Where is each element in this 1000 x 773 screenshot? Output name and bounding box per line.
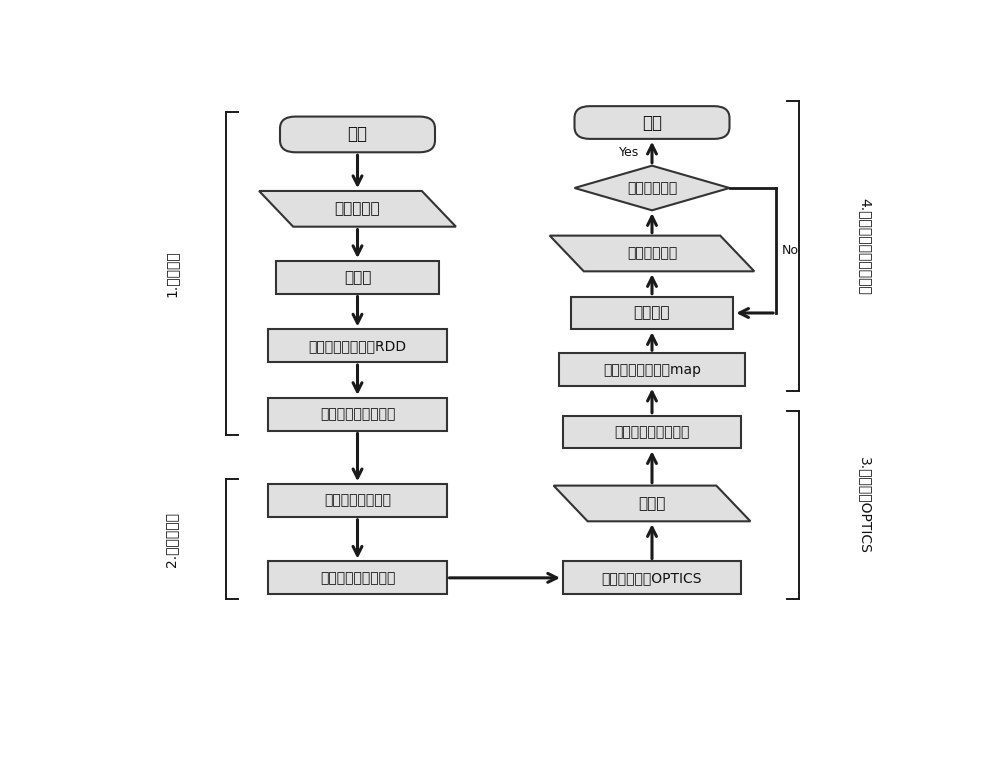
FancyBboxPatch shape [268,484,447,517]
FancyBboxPatch shape [559,353,745,386]
FancyBboxPatch shape [571,297,733,329]
Polygon shape [554,485,750,521]
Text: 2.计算邻居数: 2.计算邻居数 [164,512,178,567]
Text: 3.并行执行OPTICS: 3.并行执行OPTICS [858,457,872,553]
FancyBboxPatch shape [276,261,439,294]
Text: Yes: Yes [619,146,639,158]
Text: 创建分布式数据集RDD: 创建分布式数据集RDD [308,339,407,352]
FancyBboxPatch shape [268,329,447,362]
Text: 将分区内部标出簇号: 将分区内部标出簇号 [614,425,690,439]
FancyBboxPatch shape [280,117,435,152]
Text: 4.合并分区得到聚类结果: 4.合并分区得到聚类结果 [858,198,872,295]
Text: 输入数据集: 输入数据集 [335,201,380,216]
Text: 开始: 开始 [348,125,368,144]
Text: 符合用户期望: 符合用户期望 [627,181,677,195]
Text: 获取全局合并簇号map: 获取全局合并簇号map [603,363,701,376]
FancyBboxPatch shape [268,398,447,431]
Text: 寻找到最优划分结构: 寻找到最优划分结构 [320,407,395,421]
FancyBboxPatch shape [563,561,741,594]
Polygon shape [574,165,730,210]
Text: 结束: 结束 [642,114,662,131]
Text: 得到每个点核心距离: 得到每个点核心距离 [320,570,395,585]
Polygon shape [550,236,754,271]
Text: 初始化: 初始化 [344,270,371,284]
FancyBboxPatch shape [563,416,741,448]
Polygon shape [259,191,456,226]
Text: 合并分区: 合并分区 [634,305,670,321]
FancyBboxPatch shape [268,561,447,594]
Text: 簇排序: 簇排序 [638,496,666,511]
Text: 输出聚类结果: 输出聚类结果 [627,247,677,261]
Text: 计算每个点的邻居: 计算每个点的邻居 [324,493,391,508]
Text: 每个分区执行OPTICS: 每个分区执行OPTICS [602,570,702,585]
Text: No: No [781,244,798,257]
Text: 1.数据分块: 1.数据分块 [164,250,178,297]
FancyBboxPatch shape [574,106,730,139]
